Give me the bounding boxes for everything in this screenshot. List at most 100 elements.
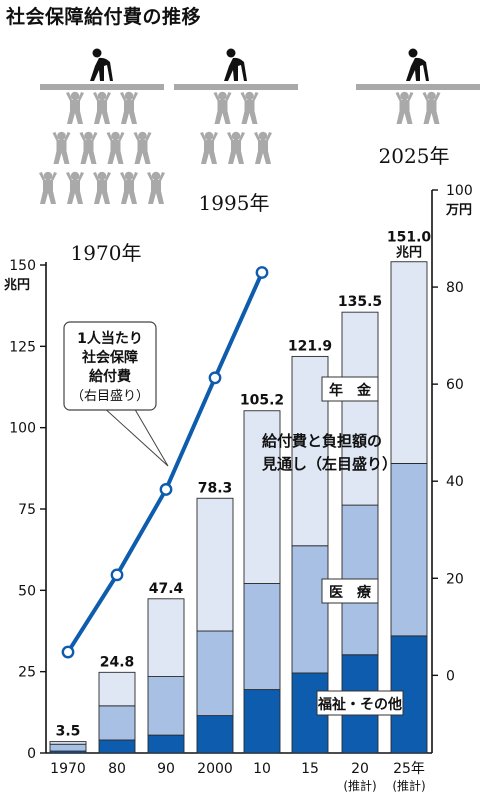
bar-total-label: 24.8	[100, 654, 135, 670]
plank	[174, 84, 298, 90]
left-tick-label: 0	[27, 746, 36, 762]
bar-total-label: 105.2	[240, 393, 284, 409]
person-icon	[120, 171, 138, 204]
pictograms: 1970年 1995年 2025年	[39, 48, 480, 265]
bar-segment	[98, 739, 136, 754]
bar-segment	[147, 734, 185, 754]
left-tick-label: 50	[18, 583, 36, 599]
bar-segment	[196, 497, 234, 632]
plank	[356, 84, 480, 90]
series-label-box	[316, 690, 404, 716]
labels: 3.5 1970 24.8 80 47.4 90 78.3 2000 105.2 10 121.9 1…	[50, 230, 431, 793]
person-icon	[66, 171, 84, 204]
bar-total-unit: 兆円	[396, 245, 422, 261]
bar-segment	[390, 463, 428, 637]
bar-segment	[196, 630, 234, 717]
bar-total-label: 78.3	[198, 480, 233, 496]
plank	[40, 84, 164, 90]
callout-note: （右目盛り）	[71, 389, 149, 404]
bar-segment	[243, 583, 281, 691]
worker-icon	[406, 48, 429, 81]
line-point	[159, 483, 173, 496]
person-icon	[133, 131, 152, 164]
bar-total-label: 3.5	[56, 724, 81, 740]
person-icon	[39, 171, 57, 204]
callout-box	[63, 321, 157, 411]
person-icon	[120, 91, 138, 124]
bar-segment	[291, 545, 329, 674]
axes: 0 25 50 75 100 125 150 兆円 0 20 40 60 80 100 万円	[4, 183, 473, 762]
line-point	[110, 568, 124, 582]
left-tick-label: 25	[18, 665, 36, 681]
bar-segment	[243, 689, 281, 754]
x-tick-label: 1970	[50, 761, 86, 777]
bar-segment	[49, 743, 87, 752]
series-label-box	[321, 578, 379, 604]
person-icon	[52, 131, 71, 164]
x-tick-label: 20	[351, 761, 369, 777]
person-icon	[93, 171, 111, 204]
series-label: 医 療	[329, 584, 372, 601]
bar-segment	[147, 598, 185, 677]
x-tick-label: 25年	[393, 761, 425, 777]
worker-icon	[90, 48, 113, 81]
bar-segment	[243, 410, 281, 584]
callout-text: 社会保障	[81, 349, 138, 366]
person-icon	[240, 91, 259, 124]
bar-segment	[98, 705, 136, 741]
x-tick-sublabel: (推計)	[392, 778, 425, 793]
pictogram-year-label: 1995年	[199, 191, 270, 215]
left-tick-label: 100	[9, 421, 36, 437]
person-icon	[213, 91, 232, 124]
bar-total-label: 151.0	[387, 230, 432, 246]
person-icon	[422, 91, 441, 124]
right-tick-label: 80	[446, 280, 464, 296]
worker-icon	[224, 48, 247, 81]
series-label: 福祉・その他	[317, 696, 402, 713]
series-label-box	[321, 376, 379, 402]
left-axis-unit: 兆円	[4, 277, 30, 293]
x-tick-label: 15	[301, 761, 319, 777]
person-icon	[106, 131, 125, 164]
person-icon	[93, 91, 111, 124]
person-icon	[147, 171, 165, 204]
stack-annotation-line: 給付費と負担額の	[262, 432, 382, 450]
right-tick-label: 40	[446, 474, 464, 490]
right-tick-label: 60	[446, 377, 464, 393]
right-tick-label: 100	[446, 183, 473, 199]
bar-total-label: 135.5	[338, 294, 382, 310]
x-tick-label: 80	[108, 761, 126, 777]
person-icon	[66, 91, 84, 124]
bar-total-label: 121.9	[288, 338, 332, 354]
stack-annotation-line: 見通し（左目盛り）	[261, 455, 397, 473]
pictogram-year-label: 2025年	[379, 144, 450, 168]
bar-segment	[98, 671, 136, 707]
bar-segment	[390, 261, 428, 464]
callout-text: 給付費	[89, 368, 131, 385]
line-point	[61, 645, 75, 659]
x-tick-label: 2000	[197, 761, 233, 777]
left-tick-label: 125	[9, 339, 36, 355]
x-tick-label: 10	[253, 761, 271, 777]
page-title: 社会保障給付費の推移	[6, 6, 202, 28]
right-axis-unit: 万円	[445, 203, 472, 218]
person-icon	[254, 131, 272, 164]
x-tick-label: 90	[157, 761, 175, 777]
callout-text: 1人当たり	[77, 330, 143, 347]
line-point	[255, 266, 269, 279]
person-icon	[79, 131, 98, 164]
callout-pointer	[82, 405, 169, 467]
bar-segment	[147, 676, 185, 736]
line-point	[208, 371, 222, 385]
person-icon	[200, 131, 218, 164]
pictogram-year-label: 1970年	[71, 241, 142, 265]
left-tick-label: 75	[18, 502, 36, 518]
bar-total-label: 47.4	[149, 581, 184, 597]
person-icon	[227, 131, 245, 164]
bar-segment	[341, 311, 379, 506]
series-label: 年 金	[329, 382, 372, 399]
right-tick-label: 0	[446, 668, 455, 684]
left-tick-label: 150	[9, 258, 36, 274]
